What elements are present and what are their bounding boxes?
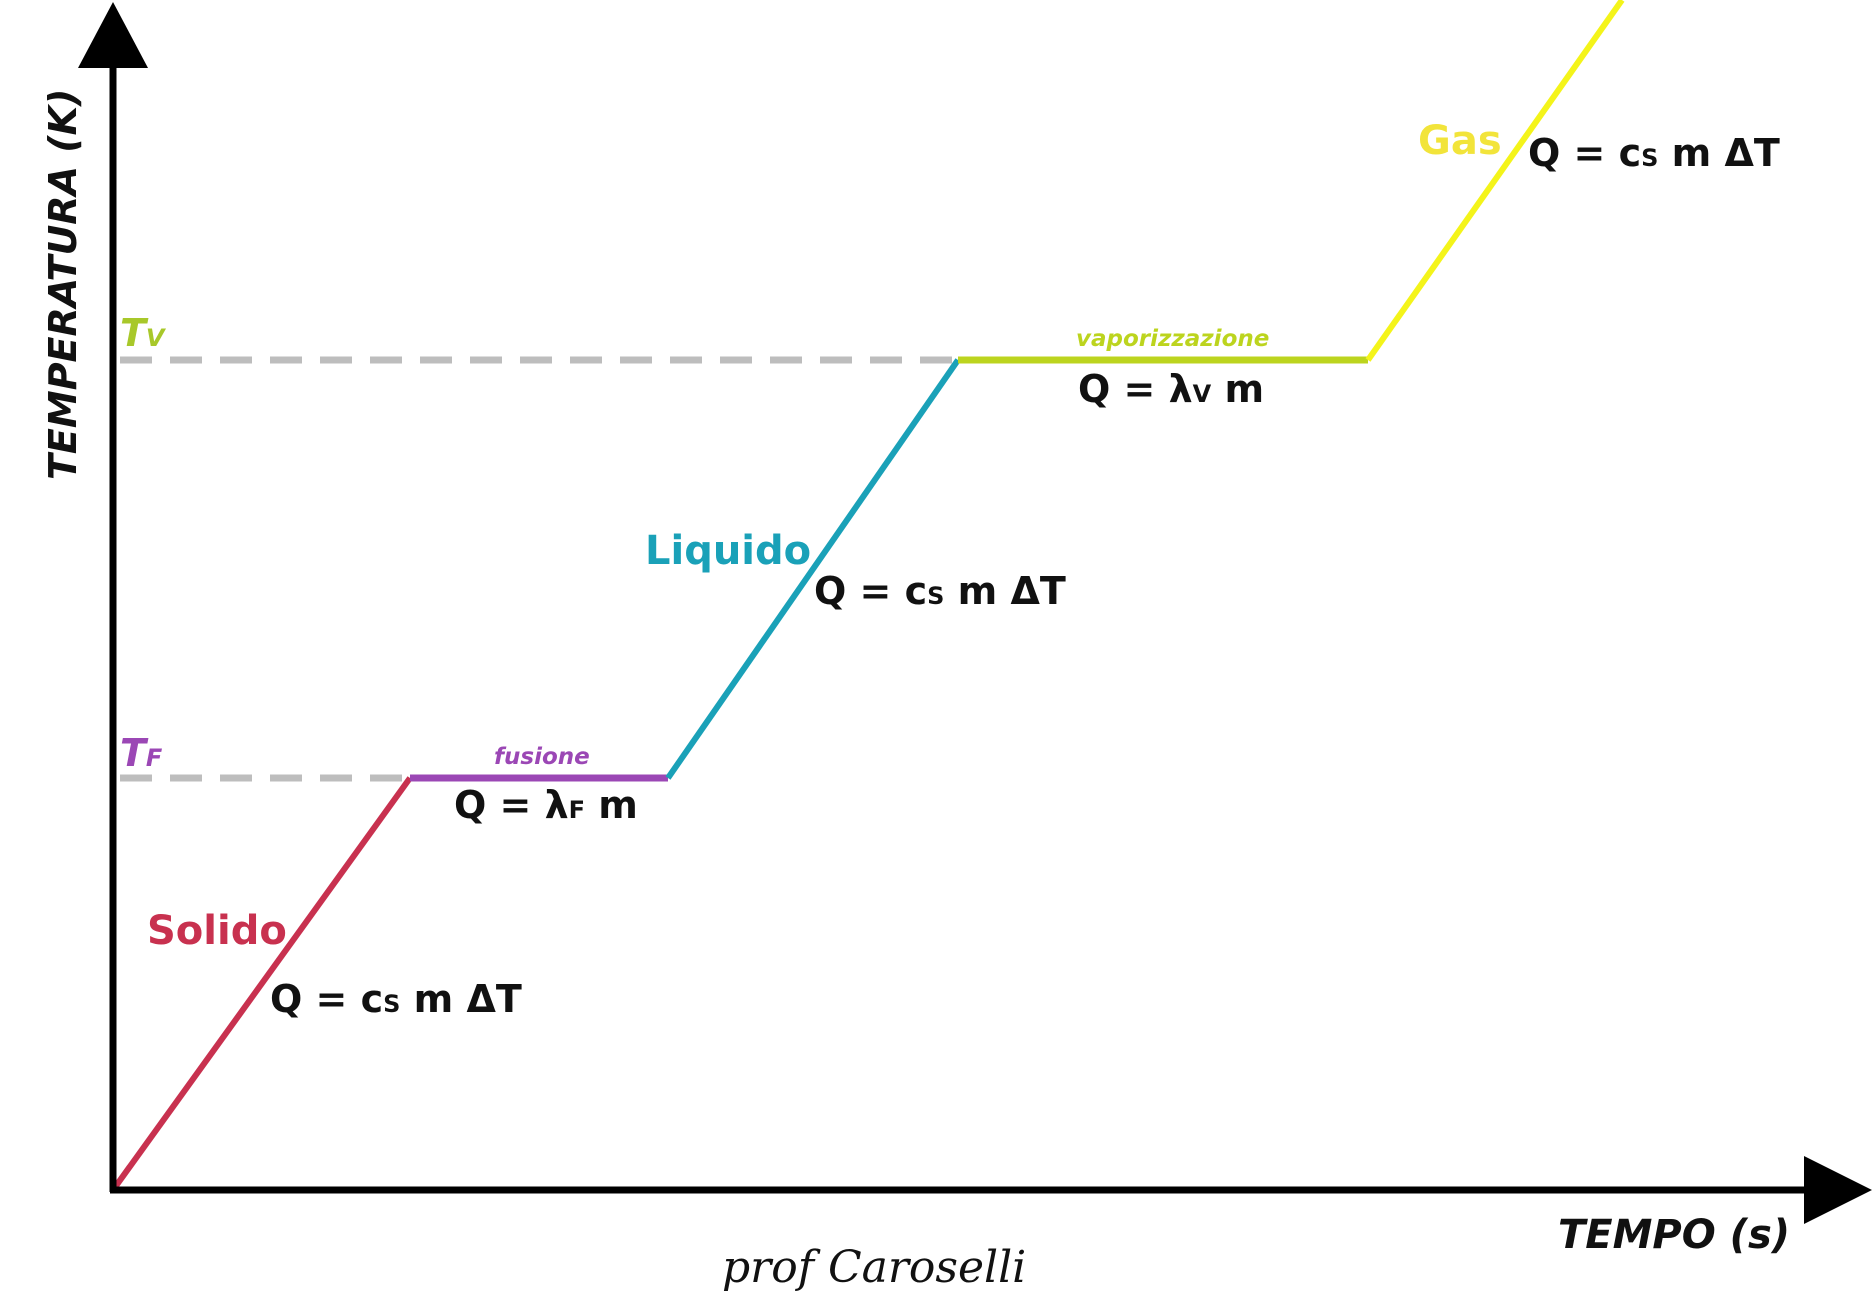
signature: prof Caroselli [722,1242,1026,1293]
solid-segment [110,776,413,1192]
vaporization-equation: Q = λV m [1078,367,1264,411]
x-axis-label: TEMPO (s) [1558,1212,1790,1258]
liquid-equation: Q = cS m ΔT [814,569,1066,613]
gas-segment [1365,0,1625,362]
vaporization-label: vaporizzazione [1076,326,1269,352]
t-vap-label: TV [120,311,167,355]
fusion-equation: Q = λF m [454,783,638,827]
y-axis-label: TEMPERATURA (K) [41,89,85,480]
t-fus-label: TF [120,731,163,775]
liquid-phase-label: Liquido [645,528,811,574]
gas-phase-label: Gas [1418,118,1502,164]
y-axis-arrowhead [78,2,148,68]
x-axis-arrowhead [1804,1156,1872,1224]
gas-equation: Q = cS m ΔT [1528,131,1780,175]
fusion-label: fusione [494,744,590,770]
solid-equation: Q = cS m ΔT [270,977,522,1021]
solid-phase-label: Solido [147,908,287,954]
liquid-segment [665,358,961,780]
